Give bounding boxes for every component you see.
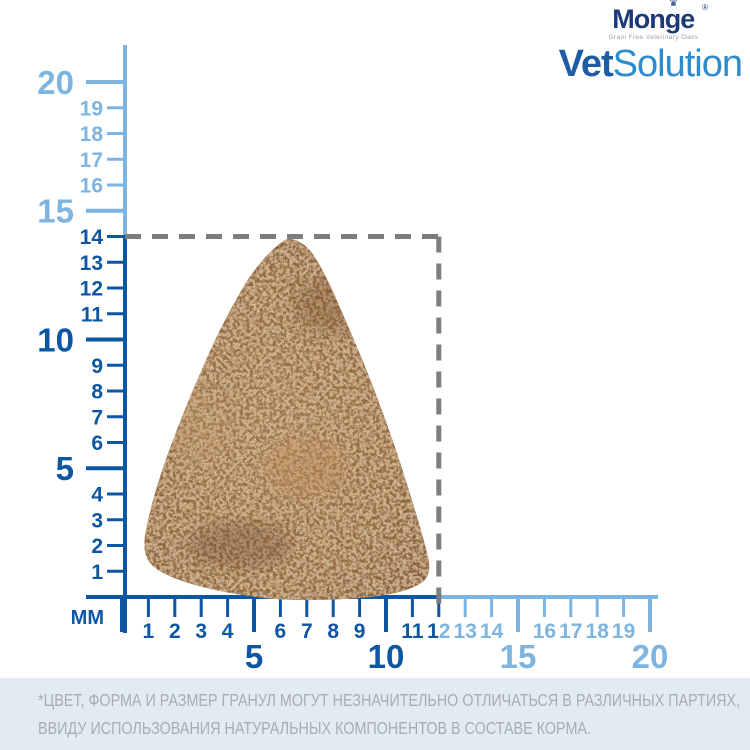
- svg-text:19: 19: [80, 97, 103, 120]
- svg-text:11: 11: [81, 303, 104, 326]
- svg-text:3: 3: [195, 620, 207, 643]
- svg-text:5: 5: [245, 638, 263, 675]
- svg-text:13: 13: [80, 252, 103, 275]
- svg-text:2: 2: [91, 535, 103, 558]
- disclaimer-line-2: ВВИДУ ИСПОЛЬЗОВАНИЯ НАТУРАЛЬНЫХ КОМПОНЕН…: [38, 717, 591, 738]
- svg-text:5: 5: [56, 450, 74, 487]
- svg-text:3: 3: [91, 509, 103, 532]
- product-name-light: Solution: [612, 43, 743, 85]
- unit-label: ММ: [71, 607, 104, 629]
- svg-text:18: 18: [586, 620, 610, 643]
- svg-text:6: 6: [91, 432, 103, 455]
- brand-logo: ♛ Monge ® Grain Free Veterinary Diets Ve…: [558, 0, 743, 85]
- registered-mark-icon: ®: [702, 3, 708, 12]
- svg-text:1: 1: [91, 561, 103, 584]
- brand-name: Monge: [612, 4, 695, 34]
- svg-text:4: 4: [222, 620, 234, 643]
- svg-text:2: 2: [169, 620, 181, 643]
- svg-text:15: 15: [500, 638, 537, 675]
- product-name-bold: Vet: [558, 43, 614, 85]
- svg-text:10: 10: [368, 638, 405, 675]
- disclaimer-line-1: *ЦВЕТ, ФОРМА И РАЗМЕР ГРАНУЛ МОГУТ НЕЗНА…: [38, 689, 741, 710]
- svg-text:4: 4: [91, 484, 103, 507]
- svg-text:10: 10: [37, 321, 74, 358]
- svg-text:13: 13: [454, 620, 477, 643]
- svg-text:9: 9: [354, 620, 366, 643]
- svg-text:14: 14: [80, 226, 104, 249]
- svg-text:8: 8: [91, 381, 103, 404]
- svg-text:17: 17: [559, 620, 582, 643]
- monge-wordmark: ♛ Monge ® Grain Free Veterinary Diets: [608, 0, 708, 42]
- svg-text:8: 8: [327, 620, 339, 643]
- crown-icon: ♛: [669, 0, 678, 9]
- svg-text:17: 17: [80, 149, 103, 172]
- svg-text:12: 12: [427, 620, 450, 643]
- svg-text:11: 11: [401, 620, 424, 643]
- svg-text:6: 6: [275, 620, 287, 643]
- svg-text:14: 14: [480, 620, 504, 643]
- svg-text:1: 1: [143, 620, 155, 643]
- svg-text:9: 9: [91, 355, 103, 378]
- svg-text:7: 7: [91, 406, 103, 429]
- svg-text:20: 20: [632, 638, 669, 675]
- svg-text:19: 19: [612, 620, 635, 643]
- svg-text:15: 15: [37, 193, 74, 230]
- svg-text:16: 16: [80, 175, 103, 198]
- product-wordmark: VetSolution: [558, 43, 743, 85]
- svg-text:18: 18: [80, 123, 104, 146]
- kibble-bounds-dashed-box: [125, 234, 442, 614]
- svg-text:7: 7: [301, 620, 313, 643]
- svg-text:12: 12: [80, 278, 103, 301]
- svg-text:20: 20: [37, 64, 74, 101]
- disclaimer-footer: *ЦВЕТ, ФОРМА И РАЗМЕР ГРАНУЛ МОГУТ НЕЗНА…: [0, 678, 750, 750]
- brand-tagline: Grain Free Veterinary Diets: [608, 34, 698, 41]
- svg-text:16: 16: [533, 620, 556, 643]
